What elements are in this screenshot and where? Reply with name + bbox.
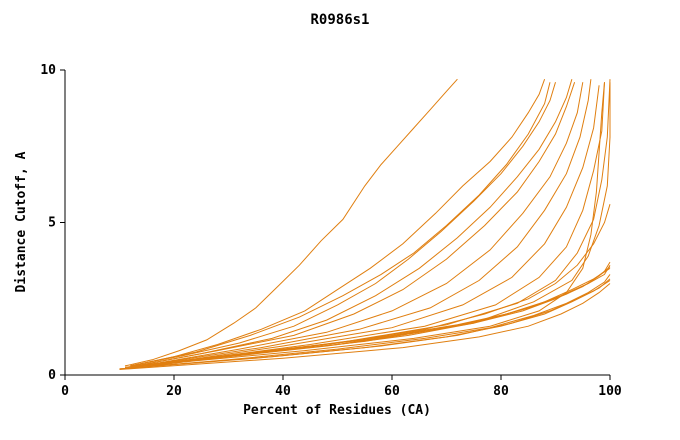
series-line	[135, 79, 573, 367]
series-line	[130, 264, 611, 367]
y-tick-label: 0	[48, 368, 56, 383]
series-line	[130, 266, 611, 368]
series-line	[141, 79, 592, 367]
y-axis-label: Distance Cutoff, A	[14, 151, 29, 292]
series-line	[152, 79, 611, 367]
x-tick-label: 100	[598, 384, 622, 399]
series-line	[119, 274, 611, 370]
series-line	[141, 82, 584, 367]
series-line	[141, 82, 605, 367]
x-tick-label: 60	[384, 384, 400, 399]
x-tick-label: 0	[61, 384, 69, 399]
x-tick-label: 40	[275, 384, 291, 399]
series-line	[124, 278, 611, 369]
y-tick-label: 10	[40, 63, 56, 78]
series-line	[135, 82, 576, 367]
series-line	[124, 78, 458, 367]
series-line	[130, 82, 551, 367]
series-line	[146, 82, 605, 367]
x-tick-label: 20	[166, 384, 182, 399]
data-series	[119, 78, 611, 370]
series-line	[124, 267, 611, 368]
axis-ticks: 0 20 40 60 80 100 0 5 10	[40, 63, 622, 399]
series-line	[152, 82, 611, 365]
y-tick-label: 5	[48, 216, 56, 231]
series-line	[146, 85, 600, 367]
series-line	[130, 79, 546, 367]
chart-title: R0986s1	[310, 12, 369, 28]
x-axis-label: Percent of Residues (CA)	[243, 403, 431, 418]
series-line	[130, 82, 556, 367]
series-line	[119, 283, 611, 370]
x-tick-label: 80	[493, 384, 509, 399]
